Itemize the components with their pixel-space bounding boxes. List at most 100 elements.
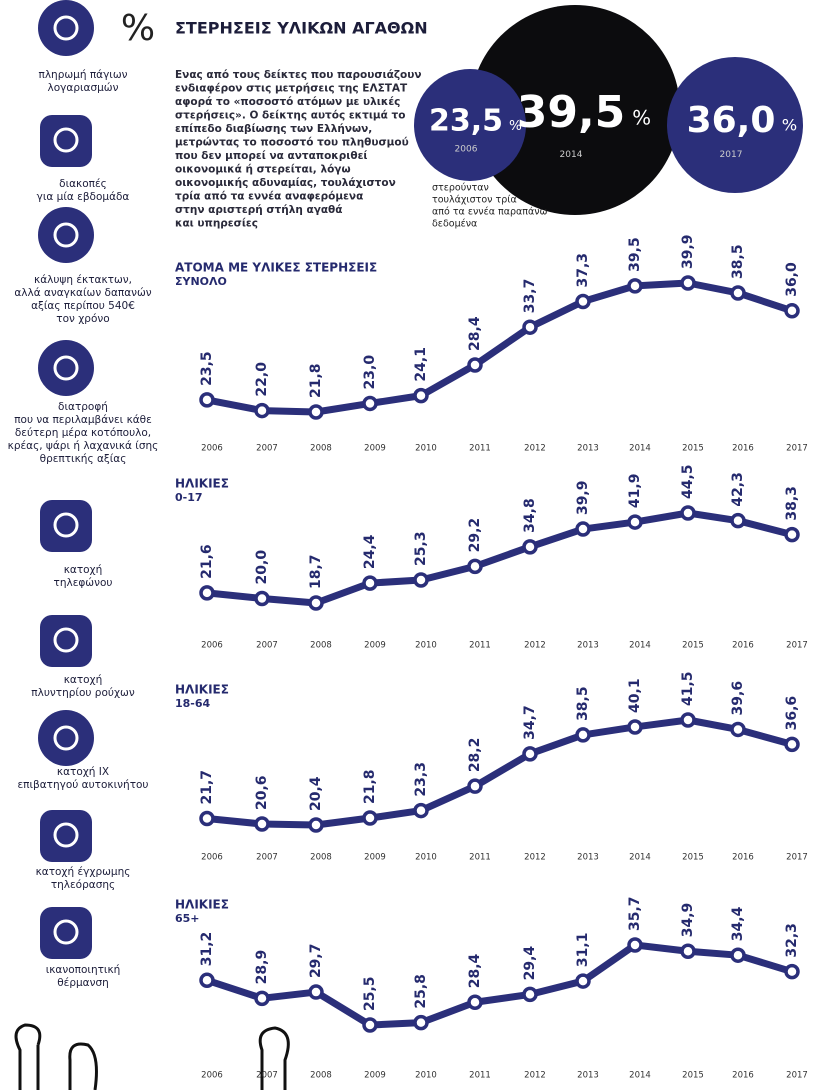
paragraph-line: μετρώντας το ποσοστό του πληθυσμού <box>175 137 409 149</box>
x-tick-label: 2012 <box>524 853 546 863</box>
point <box>256 818 268 830</box>
point <box>732 949 744 961</box>
icon <box>40 500 92 552</box>
value-label: 38,5 <box>575 686 591 721</box>
paragraph-line: που δεν μπορεί να ανταποκριθεί <box>175 150 368 162</box>
x-tick-label: 2015 <box>682 853 704 863</box>
x-tick-label: 2016 <box>732 444 754 454</box>
x-tick-label: 2006 <box>201 641 223 651</box>
value-label: 20,4 <box>308 776 324 811</box>
chart-subtitle: ΣΥΝΟΛΟ <box>175 275 227 288</box>
value-label: 31,2 <box>199 932 215 967</box>
x-tick-label: 2014 <box>629 641 651 651</box>
bubble-unit: % <box>632 107 651 130</box>
paragraph-line: στερήσεις». Ο δείκτης αυτός εκτιμά το <box>175 110 405 122</box>
paragraph-line: Ενας από τους δείκτες που παρουσιάζουν <box>175 69 421 81</box>
point <box>682 277 694 289</box>
x-tick-label: 2016 <box>732 641 754 651</box>
paragraph-line: οικονομικής αδυναμίας, τουλάχιστον <box>175 177 396 189</box>
bubble-value: 36,0 <box>687 100 776 141</box>
bubble-year: 2006 <box>455 145 478 155</box>
value-label: 39,9 <box>575 480 591 515</box>
point <box>524 748 536 760</box>
x-tick-label: 2011 <box>469 1071 491 1081</box>
x-tick-label: 2010 <box>415 444 437 454</box>
value-label: 39,9 <box>680 234 696 269</box>
sidebar-label: πληρωμή πάγιων <box>39 69 128 81</box>
value-label: 25,3 <box>413 531 429 566</box>
point <box>786 738 798 750</box>
x-tick-label: 2016 <box>732 853 754 863</box>
line <box>207 513 792 603</box>
point <box>201 394 213 406</box>
value-label: 29,2 <box>467 518 483 553</box>
point <box>364 812 376 824</box>
point <box>629 280 641 292</box>
line <box>207 283 792 412</box>
value-label: 38,3 <box>784 486 800 521</box>
value-label: 29,7 <box>308 944 324 979</box>
value-label: 36,0 <box>784 262 800 297</box>
sidebar-label: θρεπτικής αξίας <box>40 453 127 465</box>
sidebar-label: αλλά αναγκαίων δαπανών <box>14 287 151 299</box>
x-tick-label: 2008 <box>310 641 332 651</box>
value-label: 28,9 <box>254 950 270 985</box>
x-tick-label: 2007 <box>256 641 278 651</box>
x-tick-label: 2008 <box>310 1071 332 1081</box>
point <box>256 992 268 1004</box>
point <box>682 945 694 957</box>
chart-subtitle: 65+ <box>175 912 200 925</box>
x-tick-label: 2009 <box>364 853 386 863</box>
point <box>629 516 641 528</box>
x-tick-label: 2010 <box>415 1071 437 1081</box>
icon <box>40 615 92 667</box>
chart-title: ΑΤΟΜΑ ΜΕ ΥΛΙΚΕΣ ΣΤΕΡΗΣΕΙΣ <box>175 261 377 275</box>
point <box>201 587 213 599</box>
sidebar-label: κατοχή <box>64 674 103 686</box>
point <box>682 507 694 519</box>
value-label: 41,9 <box>627 474 643 509</box>
point <box>629 721 641 733</box>
point <box>577 523 589 535</box>
x-tick-label: 2016 <box>732 1071 754 1081</box>
icon <box>38 340 94 396</box>
x-tick-label: 2017 <box>786 853 808 863</box>
value-label: 20,6 <box>254 775 270 810</box>
icon <box>38 0 94 56</box>
sidebar-label: δεύτερη μέρα κοτόπουλο, <box>15 427 151 439</box>
sidebar-label: κατοχή ΙΧ <box>57 766 109 778</box>
point <box>577 296 589 308</box>
value-label: 28,4 <box>467 316 483 351</box>
paragraph-line: αφορά το «ποσοστό ατόμων με υλικές <box>175 96 400 108</box>
point <box>310 986 322 998</box>
value-label: 44,5 <box>680 464 696 499</box>
sidebar-label: κάλυψη έκτακτων, <box>34 274 132 286</box>
point <box>201 974 213 986</box>
point <box>201 813 213 825</box>
value-label: 31,1 <box>575 933 591 968</box>
sidebar-label: που να περιλαμβάνει κάθε <box>14 414 152 426</box>
line <box>207 720 792 825</box>
x-tick-label: 2009 <box>364 641 386 651</box>
sidebar-label: κατοχή <box>64 564 103 576</box>
point <box>415 805 427 817</box>
point <box>469 359 481 371</box>
caption-line: στερούνταν <box>432 183 489 194</box>
point <box>732 515 744 527</box>
paragraph-line: και υπηρεσίες <box>175 218 258 230</box>
icon <box>40 907 92 959</box>
x-tick-label: 2009 <box>364 1071 386 1081</box>
x-tick-label: 2009 <box>364 444 386 454</box>
value-label: 28,2 <box>467 738 483 773</box>
sidebar-label: θέρμανση <box>57 977 109 989</box>
point <box>524 988 536 1000</box>
bubble-value: 39,5 <box>517 87 626 138</box>
point <box>577 729 589 741</box>
value-label: 20,0 <box>254 550 270 585</box>
point <box>786 966 798 978</box>
x-tick-label: 2013 <box>577 1071 599 1081</box>
x-tick-label: 2012 <box>524 641 546 651</box>
x-tick-label: 2013 <box>577 853 599 863</box>
chart-title: ΗΛΙΚΙΕΣ <box>175 898 229 912</box>
point <box>364 1019 376 1031</box>
